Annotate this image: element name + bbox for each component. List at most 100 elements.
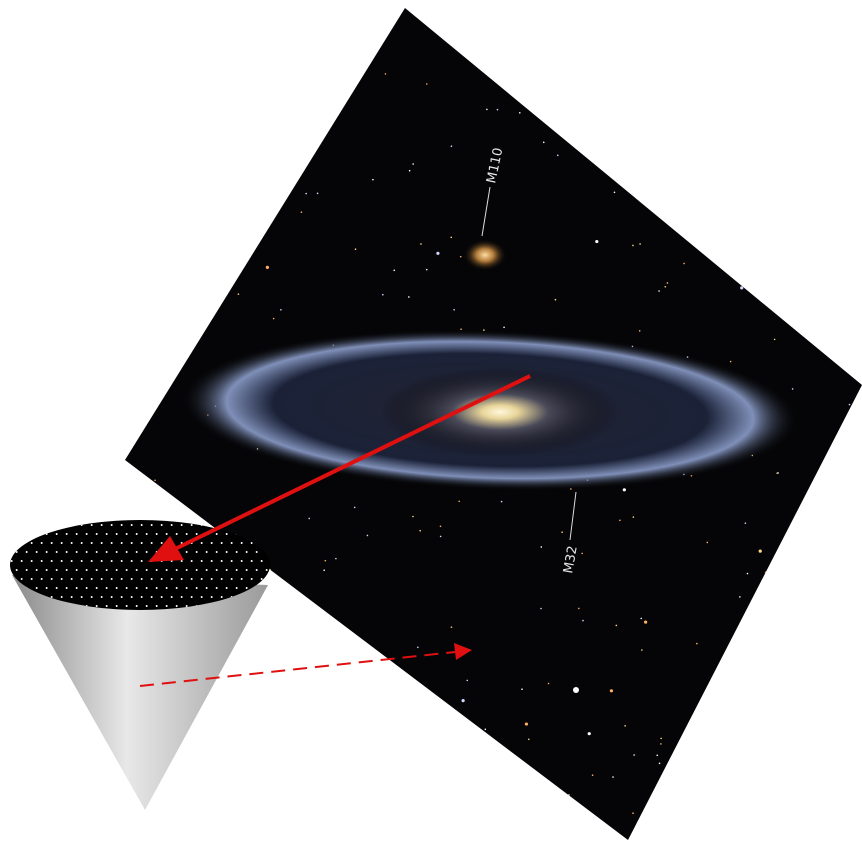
dot <box>30 542 33 544</box>
dot <box>180 560 183 562</box>
dot <box>75 569 78 571</box>
dot <box>150 596 153 598</box>
star <box>120 117 122 119</box>
star <box>384 73 387 75</box>
dot <box>260 578 263 580</box>
star <box>582 619 584 622</box>
star <box>425 83 428 85</box>
dot <box>271 596 273 598</box>
dot <box>125 605 128 607</box>
star <box>459 255 462 258</box>
star <box>586 136 591 141</box>
dot <box>15 551 18 553</box>
dot <box>75 533 78 535</box>
dot <box>155 587 158 589</box>
dot <box>200 560 203 562</box>
star <box>182 261 184 264</box>
star <box>453 309 455 311</box>
star <box>609 92 612 94</box>
dot <box>70 578 73 580</box>
dot <box>115 533 118 535</box>
star <box>436 251 440 255</box>
star <box>805 23 809 27</box>
dot <box>185 551 188 553</box>
dot <box>215 533 218 535</box>
star <box>300 211 303 213</box>
star <box>758 549 762 553</box>
star <box>119 773 121 775</box>
galaxy-core <box>380 367 620 457</box>
star <box>584 20 586 23</box>
star <box>764 571 767 574</box>
star <box>212 50 214 53</box>
dot <box>85 551 88 553</box>
dot <box>70 560 73 562</box>
dot <box>155 569 158 571</box>
star <box>439 535 442 538</box>
star <box>833 673 835 676</box>
dot <box>140 596 143 598</box>
dot <box>95 587 98 589</box>
star <box>633 754 635 756</box>
star <box>150 200 153 202</box>
star <box>776 472 779 474</box>
dot <box>185 569 188 571</box>
dot <box>135 605 138 607</box>
star <box>683 236 686 238</box>
dot <box>10 560 13 562</box>
dot <box>180 524 183 526</box>
star <box>258 813 261 815</box>
star <box>568 794 570 796</box>
star <box>335 557 337 560</box>
dot <box>220 596 223 598</box>
star <box>466 679 469 682</box>
galaxy <box>180 239 800 491</box>
dot <box>170 578 173 580</box>
star <box>237 293 240 295</box>
dot <box>250 560 253 562</box>
star <box>625 45 627 47</box>
star <box>839 134 842 137</box>
dot <box>55 551 58 553</box>
dot <box>80 542 83 544</box>
star <box>637 52 639 54</box>
dot <box>240 578 243 580</box>
dot <box>10 596 13 598</box>
star <box>209 81 212 84</box>
star <box>272 317 275 320</box>
star <box>234 51 236 53</box>
star <box>638 330 641 332</box>
dot <box>45 551 48 553</box>
star <box>624 725 626 727</box>
star <box>760 142 762 145</box>
star <box>496 108 499 111</box>
star <box>179 90 182 92</box>
star <box>484 728 487 731</box>
dot <box>195 533 198 535</box>
star <box>779 564 782 566</box>
star <box>816 337 818 339</box>
star <box>725 208 727 211</box>
star <box>656 754 659 757</box>
star <box>825 39 827 41</box>
dot <box>130 596 133 598</box>
dot <box>90 578 93 580</box>
dot <box>35 551 38 553</box>
dot <box>110 542 113 544</box>
star <box>658 290 660 292</box>
dot <box>135 551 138 553</box>
star <box>676 113 679 116</box>
star <box>858 190 860 192</box>
star <box>696 642 698 645</box>
star <box>540 546 543 548</box>
dot <box>35 569 38 571</box>
star <box>304 720 306 723</box>
star <box>554 298 557 301</box>
dot <box>205 551 208 553</box>
dot <box>250 578 253 580</box>
star <box>786 691 788 693</box>
dot <box>225 533 228 535</box>
star <box>245 72 248 74</box>
dot <box>70 524 73 526</box>
dot <box>200 578 203 580</box>
